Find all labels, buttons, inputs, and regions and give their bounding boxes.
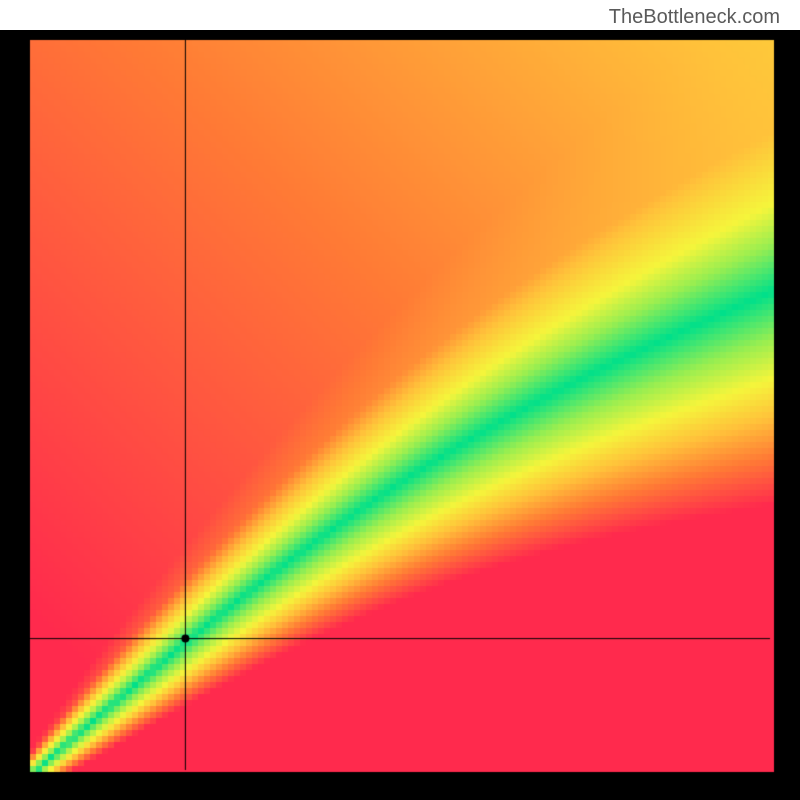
bottleneck-heatmap-chart bbox=[0, 30, 800, 800]
watermark-text: TheBottleneck.com bbox=[609, 6, 780, 29]
